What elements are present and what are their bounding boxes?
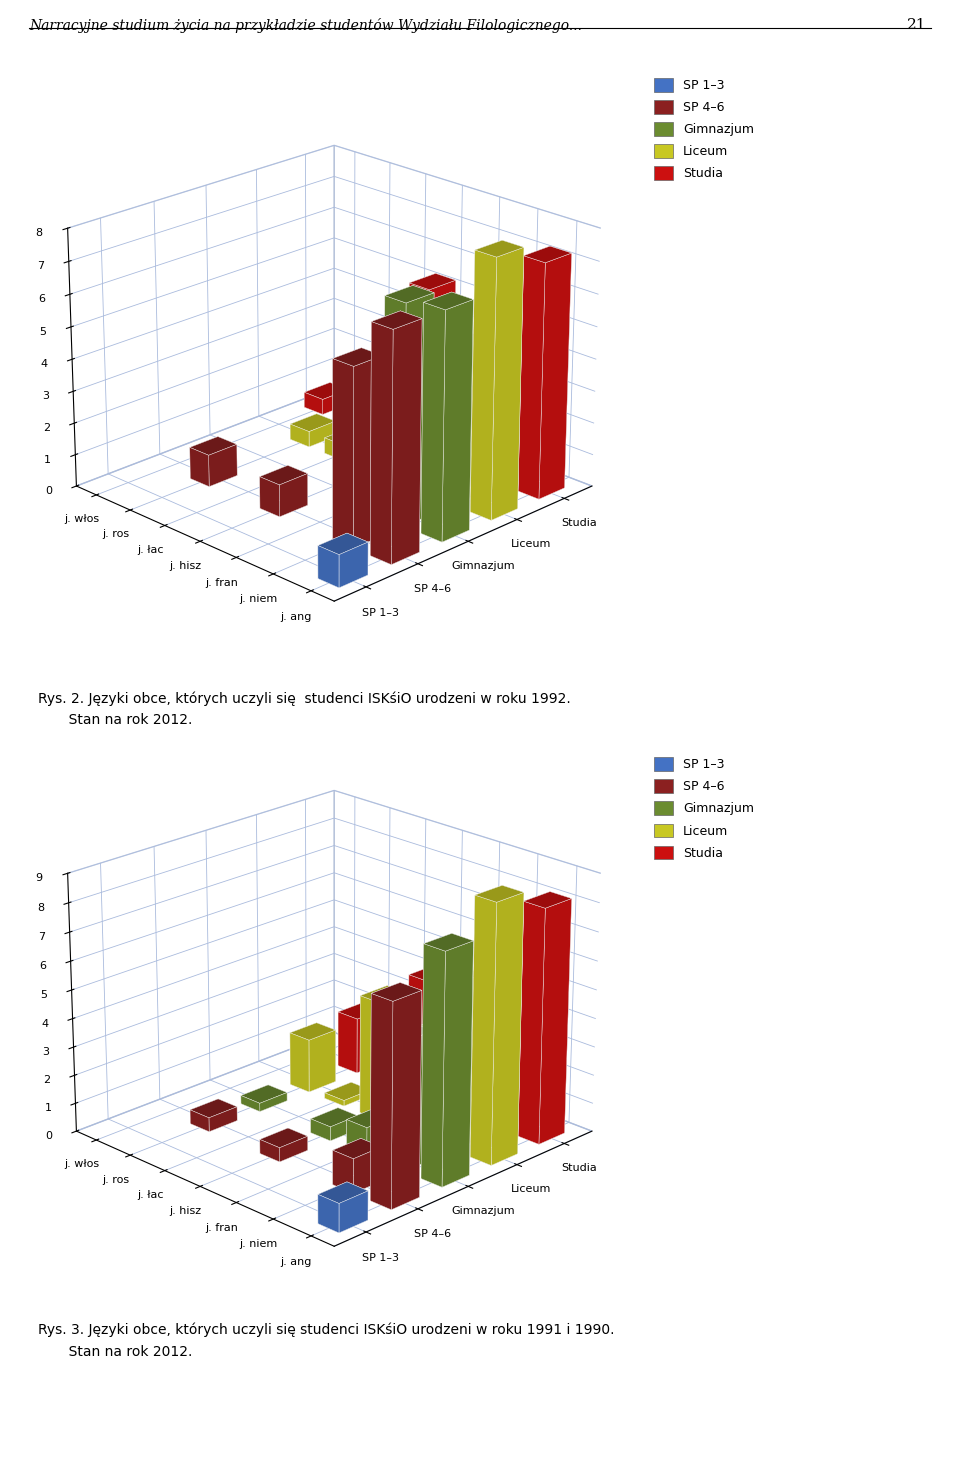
Legend: SP 1–3, SP 4–6, Gimnazjum, Liceum, Studia: SP 1–3, SP 4–6, Gimnazjum, Liceum, Studi… xyxy=(650,752,759,865)
Text: Stan na rok 2012.: Stan na rok 2012. xyxy=(38,1345,193,1358)
Text: Rys. 3. Języki obce, których uczyli się studenci ISKśiO urodzeni w roku 1991 i 1: Rys. 3. Języki obce, których uczyli się … xyxy=(38,1323,615,1338)
Legend: SP 1–3, SP 4–6, Gimnazjum, Liceum, Studia: SP 1–3, SP 4–6, Gimnazjum, Liceum, Studi… xyxy=(650,73,759,185)
Text: Rys. 2. Języki obce, których uczyli się  studenci ISKśiO urodzeni w roku 1992.: Rys. 2. Języki obce, których uczyli się … xyxy=(38,691,571,706)
Text: Narracyjne studium życia na przykładzie studentów Wydziału Filologicznego...: Narracyjne studium życia na przykładzie … xyxy=(29,18,582,33)
Text: 21: 21 xyxy=(907,18,926,31)
Text: Stan na rok 2012.: Stan na rok 2012. xyxy=(38,713,193,727)
